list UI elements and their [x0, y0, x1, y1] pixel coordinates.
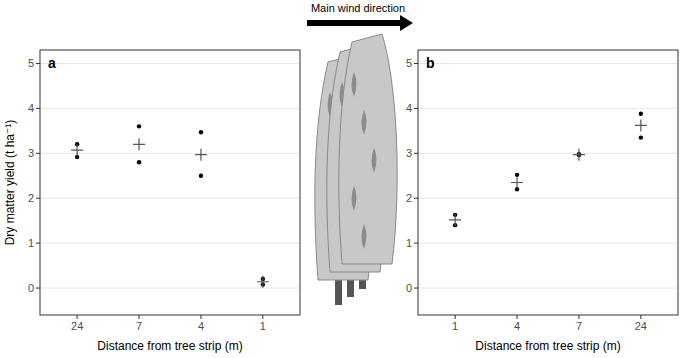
mean-cross: [449, 214, 461, 226]
data-point: [199, 174, 203, 178]
plot-frame: [418, 50, 678, 315]
wind-arrow-head: [400, 15, 413, 31]
y-tick: [36, 108, 40, 109]
mean-cross: [133, 138, 145, 150]
tree-crown: [339, 34, 397, 264]
x-tick: [139, 315, 140, 319]
x-axis-label: Distance from tree strip (m): [97, 339, 242, 353]
x-tick-label: 7: [576, 320, 582, 332]
mean-cross: [71, 144, 83, 156]
panel: 0 1 2 3 4 5 1 4 7 24 Distance from tree strip (m) b: [406, 50, 678, 353]
grid-line: [40, 108, 300, 109]
data-point: [515, 173, 519, 177]
mean-cross: [573, 149, 585, 161]
y-tick-label: 3: [406, 147, 412, 159]
x-tick-label: 24: [635, 320, 647, 332]
data-point: [639, 135, 643, 139]
y-tick: [36, 288, 40, 289]
grid-line: [418, 243, 678, 244]
x-tick-label: 4: [198, 320, 204, 332]
data-point: [137, 160, 141, 164]
panel: 0 1 2 3 4 5 24 7 4 1 Distance from tree strip (m) D…: [3, 50, 300, 353]
y-tick-label: 0: [406, 282, 412, 294]
x-tick: [640, 315, 641, 319]
x-tick: [77, 315, 78, 319]
mean-cross: [195, 149, 207, 161]
y-tick-label: 4: [406, 102, 412, 114]
y-tick-label: 1: [406, 237, 412, 249]
marks: [71, 124, 269, 288]
x-tick-label: 24: [71, 320, 83, 332]
x-tick: [455, 315, 456, 319]
y-tick-label: 2: [406, 192, 412, 204]
data-point: [639, 112, 643, 116]
y-axis-label: Dry matter yield (t ha⁻¹): [3, 120, 17, 246]
grid-line: [40, 63, 300, 64]
x-tick: [200, 315, 201, 319]
grid-line: [40, 198, 300, 199]
data-point: [137, 124, 141, 128]
x-tick: [578, 315, 579, 319]
y-tick: [414, 198, 418, 199]
panel-tag: a: [48, 55, 56, 71]
grid-line: [418, 153, 678, 154]
y-tick: [36, 243, 40, 244]
plot-frame: [40, 50, 300, 315]
y-tick-label: 0: [28, 282, 34, 294]
tree-strip: [315, 34, 397, 305]
x-tick: [262, 315, 263, 319]
y-tick: [414, 153, 418, 154]
y-tick: [36, 153, 40, 154]
mean-cross: [257, 276, 269, 288]
grid-line: [40, 288, 300, 289]
grid-line: [40, 153, 300, 154]
y-tick-label: 3: [28, 147, 34, 159]
x-tick-label: 1: [452, 320, 458, 332]
mean-cross: [511, 177, 523, 189]
y-tick: [414, 63, 418, 64]
tree-leaf: [352, 186, 357, 211]
y-tick-label: 5: [406, 57, 412, 69]
y-tick: [414, 243, 418, 244]
data-point: [199, 130, 203, 134]
grid-line: [418, 288, 678, 289]
tree-leaf: [362, 224, 367, 249]
y-tick: [36, 63, 40, 64]
tree-leaf: [372, 148, 377, 173]
panel-tag: b: [426, 55, 435, 71]
y-tick-label: 2: [28, 192, 34, 204]
y-tick-label: 5: [28, 57, 34, 69]
tree-leaf: [362, 110, 367, 135]
annotation: Main wind direction: [311, 2, 405, 14]
grid-line: [418, 63, 678, 64]
wind-arrow-shaft: [307, 20, 402, 26]
y-tick-label: 1: [28, 237, 34, 249]
y-tick: [36, 198, 40, 199]
marks: [449, 112, 647, 228]
grid-line: [418, 198, 678, 199]
y-tick-label: 4: [28, 102, 34, 114]
y-tick: [414, 108, 418, 109]
y-tick: [414, 288, 418, 289]
grid-line: [418, 108, 678, 109]
x-tick-label: 1: [260, 320, 266, 332]
figure: Main wind direction01234524741Distance f…: [0, 0, 685, 358]
x-axis-label: Distance from tree strip (m): [475, 339, 620, 353]
tree-leaf: [352, 72, 357, 97]
x-tick: [517, 315, 518, 319]
x-tick-label: 4: [514, 320, 520, 332]
mean-cross: [635, 119, 647, 131]
x-tick-label: 7: [136, 320, 142, 332]
grid-line: [40, 243, 300, 244]
